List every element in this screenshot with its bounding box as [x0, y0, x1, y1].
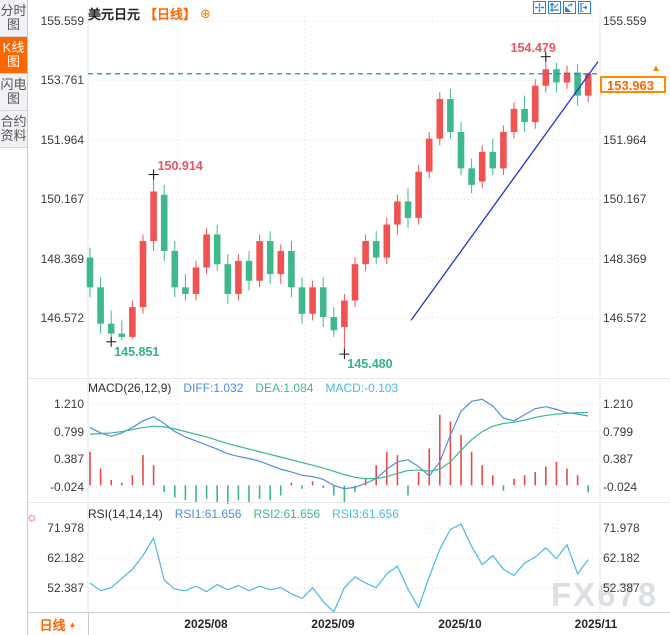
- x-axis-date-label: 2025/08: [184, 617, 228, 631]
- watermark: FX678: [551, 576, 659, 613]
- x-axis-date-label: 2025/10: [438, 617, 482, 631]
- y-axis-scale-icon[interactable]: [548, 1, 561, 14]
- period-tag: 【日线】: [144, 7, 197, 22]
- extreme-marker-cross: [339, 349, 350, 360]
- macd-dea-value: DEA:1.084: [255, 381, 314, 395]
- add-indicator-icon[interactable]: ⊕: [200, 6, 211, 21]
- price-up-arrow-icon: ▲: [651, 62, 661, 74]
- auto-scale-icon[interactable]: [563, 1, 576, 14]
- pan-right-icon[interactable]: [578, 1, 591, 14]
- candles[interactable]: [86, 69, 592, 337]
- macd-dea-line: [89, 411, 589, 480]
- rsi2-value: RSI2:61.656: [253, 507, 321, 521]
- rsi1-value: RSI1:61.656: [174, 507, 242, 521]
- macd-diff-line: [89, 398, 589, 490]
- sidebar-tab-lightning-chart[interactable]: 闪电图: [0, 74, 27, 111]
- toolbar: [533, 1, 591, 14]
- period-selector-label: 日线: [39, 618, 66, 633]
- sidebar-tab-kline-chart[interactable]: K线图: [0, 37, 27, 74]
- current-price-tag: 153.963: [600, 75, 666, 93]
- main-macd-separator: [28, 378, 670, 379]
- macd-params: MACD(26,12,9): [88, 381, 172, 395]
- rsi-params: RSI(14,14,14): [88, 507, 163, 521]
- rsi-line: [89, 523, 589, 613]
- period-selector-arrow-icon: ▲: [68, 620, 77, 629]
- rsi-header: RSI(14,14,14) RSI1:61.656 RSI2:61.656 RS…: [88, 507, 399, 521]
- x-axis-date-label: 2025/11: [574, 617, 618, 631]
- extreme-marker-cross: [148, 169, 159, 180]
- period-selector[interactable]: 日线 ▲: [28, 613, 89, 635]
- x-axis-date-label: 2025/09: [311, 617, 355, 631]
- extreme-marker-cross: [540, 51, 551, 62]
- sidebar-tab-time-chart[interactable]: 分时图: [0, 0, 27, 37]
- indicator-settings-icon[interactable]: ☼: [26, 509, 38, 524]
- chart-header: 美元日元 【日线】 ⊕: [88, 4, 211, 23]
- sidebar-tab-contract-info[interactable]: 合约资料: [0, 111, 27, 148]
- sidebar: 分时图 K线图 闪电图 合约资料: [0, 0, 28, 635]
- macd-diff-value: DIFF:1.032: [183, 381, 244, 395]
- symbol-name: 美元日元: [88, 7, 141, 22]
- trend-line: [410, 61, 599, 321]
- crosshair-icon[interactable]: [533, 1, 546, 14]
- extreme-marker-cross: [106, 336, 117, 347]
- rsi3-value: RSI3:61.656: [332, 507, 399, 521]
- macd-value: MACD:-0.103: [325, 381, 399, 395]
- macd-rsi-separator: [28, 502, 670, 503]
- macd-header: MACD(26,12,9) DIFF:1.032 DEA:1.084 MACD:…: [88, 381, 398, 395]
- time-axis-bar: 日线 ▲ 2025/08 2025/09 2025/10 2025/11: [28, 612, 670, 635]
